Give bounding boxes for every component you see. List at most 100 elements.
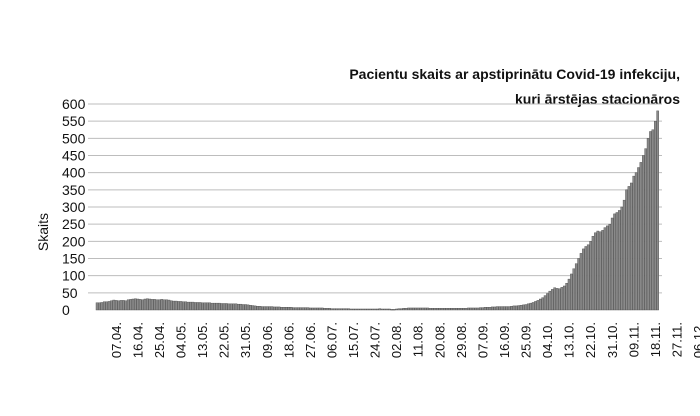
bar bbox=[634, 172, 638, 311]
bar bbox=[539, 298, 542, 311]
bar bbox=[352, 308, 355, 311]
bar bbox=[558, 288, 561, 311]
bar bbox=[196, 302, 199, 311]
bar bbox=[380, 308, 384, 311]
bar bbox=[174, 300, 178, 311]
x-tick-label: 18.11. bbox=[648, 322, 663, 357]
bar bbox=[237, 303, 240, 311]
bar bbox=[153, 299, 156, 311]
bar bbox=[239, 303, 243, 311]
bar bbox=[289, 307, 293, 311]
bar bbox=[306, 307, 310, 311]
x-tick-label: 31.10. bbox=[605, 322, 620, 358]
x-tick-label: 09.11. bbox=[626, 322, 641, 357]
bar bbox=[527, 303, 530, 311]
bar bbox=[170, 300, 173, 311]
bar bbox=[471, 307, 475, 311]
bar bbox=[122, 300, 125, 311]
bar bbox=[632, 175, 636, 311]
bar bbox=[479, 307, 482, 311]
bar bbox=[433, 308, 437, 311]
bar bbox=[572, 268, 576, 311]
bar bbox=[404, 308, 408, 311]
bar bbox=[388, 308, 391, 311]
x-tick-label: 20.08. bbox=[432, 322, 447, 358]
bar bbox=[126, 299, 130, 311]
bar bbox=[562, 285, 566, 311]
bar bbox=[361, 308, 365, 311]
bar bbox=[421, 307, 425, 311]
bar bbox=[498, 306, 501, 311]
x-tick-label: 27.06. bbox=[303, 322, 318, 358]
bar bbox=[258, 306, 262, 311]
bar bbox=[486, 307, 489, 311]
bar bbox=[364, 308, 367, 311]
bar bbox=[191, 301, 195, 311]
y-tick-label: 300 bbox=[62, 199, 86, 215]
bar bbox=[285, 307, 288, 311]
bar bbox=[450, 308, 453, 311]
x-tick-label: 22.05. bbox=[217, 322, 232, 358]
bar bbox=[143, 298, 147, 311]
bar bbox=[400, 308, 403, 311]
bar bbox=[505, 306, 509, 311]
bar bbox=[234, 303, 238, 311]
y-axis-label: Skaits bbox=[35, 213, 51, 251]
bar bbox=[210, 302, 214, 311]
y-tick-label: 150 bbox=[62, 251, 86, 267]
bar bbox=[601, 230, 604, 311]
bar bbox=[407, 307, 410, 311]
x-tick-label: 11.08. bbox=[411, 322, 426, 357]
bar bbox=[488, 307, 492, 311]
bar bbox=[165, 299, 168, 311]
bar bbox=[390, 309, 394, 311]
bar bbox=[567, 278, 571, 311]
bar bbox=[474, 307, 477, 311]
gridlines bbox=[88, 103, 662, 294]
bar bbox=[493, 306, 497, 311]
bar bbox=[462, 308, 465, 311]
bar bbox=[251, 305, 255, 311]
bar bbox=[328, 308, 331, 311]
bar bbox=[222, 303, 226, 311]
y-tick-label: 500 bbox=[62, 130, 86, 146]
bar bbox=[148, 298, 152, 311]
bar bbox=[340, 308, 343, 311]
bar bbox=[332, 308, 336, 311]
x-tick-label: 13.10. bbox=[562, 322, 577, 358]
bar bbox=[318, 307, 322, 311]
bar bbox=[265, 306, 269, 311]
bar bbox=[299, 307, 302, 311]
bar bbox=[297, 307, 300, 311]
bar bbox=[515, 305, 518, 311]
bar bbox=[217, 302, 221, 311]
bar bbox=[428, 308, 432, 311]
bar bbox=[550, 289, 554, 311]
bar bbox=[620, 206, 624, 311]
bar bbox=[275, 306, 279, 311]
bar bbox=[656, 110, 659, 311]
x-tick-label: 06.12. bbox=[691, 322, 700, 358]
bar bbox=[225, 303, 228, 311]
bar bbox=[555, 288, 559, 311]
x-tick-label: 16.09. bbox=[497, 322, 512, 358]
chart-title-line-1: Pacientu skaits ar apstiprinātu Covid-19… bbox=[349, 66, 680, 82]
bar bbox=[649, 131, 652, 311]
bar bbox=[376, 308, 379, 311]
bar bbox=[603, 227, 607, 311]
bar bbox=[606, 225, 609, 311]
bar bbox=[136, 298, 140, 311]
bar bbox=[141, 299, 144, 311]
bars bbox=[95, 110, 659, 311]
bar bbox=[594, 232, 597, 311]
bar bbox=[517, 305, 521, 311]
bar bbox=[654, 120, 657, 311]
bar bbox=[414, 307, 417, 311]
bar bbox=[321, 307, 324, 311]
bar bbox=[330, 308, 334, 311]
bar bbox=[268, 306, 271, 311]
bar bbox=[534, 301, 537, 311]
bar bbox=[651, 129, 655, 311]
bar bbox=[483, 307, 487, 311]
